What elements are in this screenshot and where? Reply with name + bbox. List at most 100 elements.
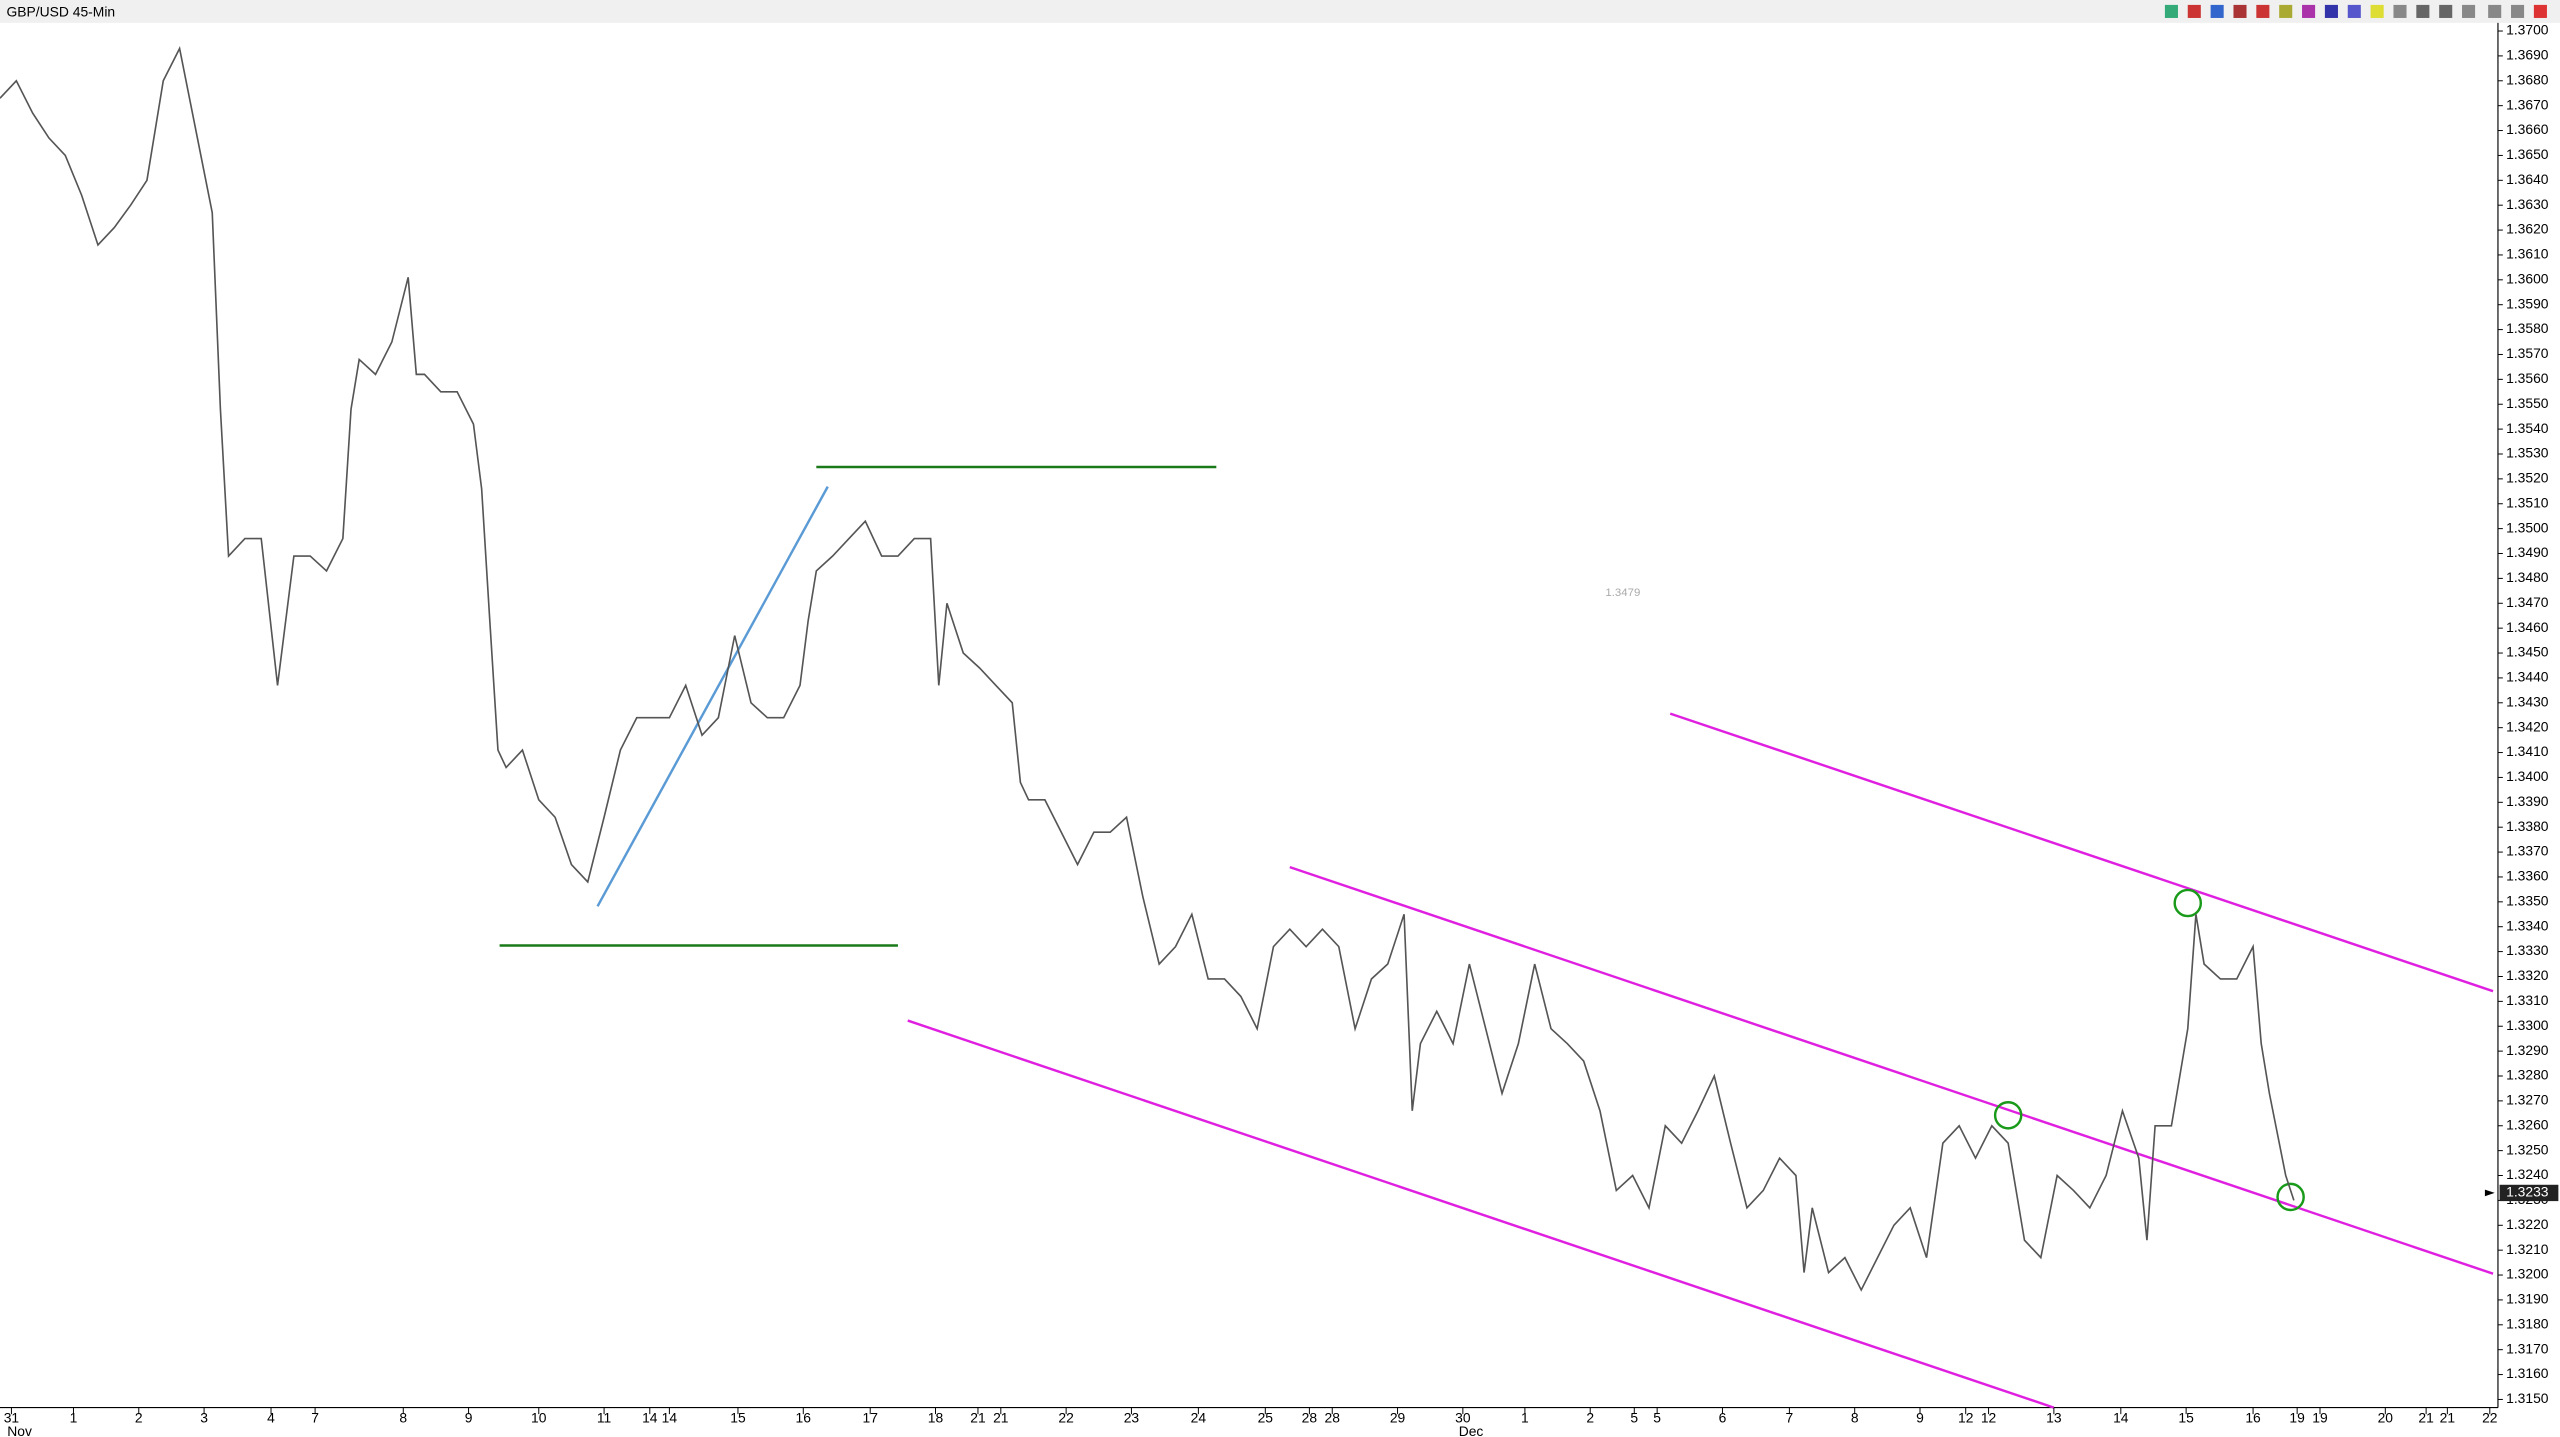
x-tick-label: 2 xyxy=(1586,1410,1594,1426)
drawings xyxy=(499,465,2494,1409)
annotation: 1.3479 xyxy=(1605,587,1640,599)
y-tick-label: 1.3390 xyxy=(2506,793,2549,809)
y-tick-label: 1.3600 xyxy=(2506,270,2549,286)
price-line xyxy=(0,45,2295,1292)
x-tick-label: 31 xyxy=(4,1410,20,1426)
y-tick-label: 1.3570 xyxy=(2506,345,2549,361)
y-tick-label: 1.3240 xyxy=(2506,1166,2549,1182)
y-tick-label: 1.3700 xyxy=(2506,22,2549,38)
x-tick-label: 11 xyxy=(597,1410,612,1426)
x-tick-label: 6 xyxy=(1719,1410,1727,1426)
y-tick-label: 1.3640 xyxy=(2506,171,2549,187)
y-tick-label: 1.3660 xyxy=(2506,121,2549,137)
y-tick-label: 1.3410 xyxy=(2506,743,2549,759)
y-tick-label: 1.3210 xyxy=(2506,1241,2549,1257)
y-tick-label: 1.3500 xyxy=(2506,519,2549,535)
marker-circle xyxy=(2276,1182,2305,1212)
y-tick-label: 1.3470 xyxy=(2506,594,2549,610)
toolbar[interactable] xyxy=(2164,4,2547,18)
x-tick-label: 10 xyxy=(531,1410,547,1426)
x-tick-label: 18 xyxy=(928,1410,944,1426)
y-tick-label: 1.3540 xyxy=(2506,420,2549,436)
x-tick-label: 23 xyxy=(1124,1410,1140,1426)
x-tick-label: 12 xyxy=(1981,1410,1997,1426)
x-tick-label: 15 xyxy=(2178,1410,2194,1426)
x-tick-label: 21 xyxy=(993,1410,1009,1426)
y-tick-label: 1.3340 xyxy=(2506,917,2549,933)
y-tick-label: 1.3310 xyxy=(2506,992,2549,1008)
tool-icon[interactable] xyxy=(2488,4,2502,18)
x-tick-label: 14 xyxy=(662,1410,678,1426)
x-tick-label: 28 xyxy=(1325,1410,1341,1426)
y-tick-label: 1.3460 xyxy=(2506,619,2549,635)
y-tick-label: 1.3370 xyxy=(2506,843,2549,859)
y-tick-label: 1.3300 xyxy=(2506,1017,2549,1033)
y-tick-label: 1.3590 xyxy=(2506,295,2549,311)
x-tick-label: 8 xyxy=(1851,1410,1859,1426)
y-tick-label: 1.3580 xyxy=(2506,320,2549,336)
last-price-label: 1.3233 xyxy=(2506,1184,2549,1200)
y-tick-label: 1.3630 xyxy=(2506,196,2549,212)
tool-icon[interactable] xyxy=(2393,4,2407,18)
x-tick-label: 1 xyxy=(1521,1410,1529,1426)
y-tick-label: 1.3190 xyxy=(2506,1291,2549,1307)
y-tick-label: 1.3320 xyxy=(2506,967,2549,983)
y-tick-label: 1.3250 xyxy=(2506,1141,2549,1157)
y-tick-label: 1.3330 xyxy=(2506,942,2549,958)
y-tick-label: 1.3610 xyxy=(2506,246,2549,262)
x-tick-label: 7 xyxy=(1786,1410,1794,1426)
title-bar xyxy=(0,0,2560,23)
x-tick-label: 20 xyxy=(2378,1410,2394,1426)
y-tick-label: 1.3680 xyxy=(2506,71,2549,87)
x-tick-label: 28 xyxy=(1302,1410,1318,1426)
tool-icon[interactable] xyxy=(2187,4,2201,18)
y-tick-label: 1.3690 xyxy=(2506,47,2549,63)
y-tick-label: 1.3530 xyxy=(2506,445,2549,461)
y-tick-label: 1.3170 xyxy=(2506,1340,2549,1356)
y-tick-label: 1.3220 xyxy=(2506,1216,2549,1232)
trend-line xyxy=(596,486,829,907)
x-tick-label: 1 xyxy=(70,1410,78,1426)
x-tick-label: 2 xyxy=(135,1410,143,1426)
x-tick-label: 4 xyxy=(267,1410,275,1426)
y-tick-label: 1.3550 xyxy=(2506,395,2549,411)
tool-icon[interactable] xyxy=(2370,4,2384,18)
month-label: Nov xyxy=(7,1423,32,1437)
y-tick-label: 1.3180 xyxy=(2506,1315,2549,1331)
y-tick-label: 1.3200 xyxy=(2506,1266,2549,1282)
tool-icon[interactable] xyxy=(2210,4,2224,18)
y-tick-label: 1.3520 xyxy=(2506,470,2549,486)
y-tick-label: 1.3150 xyxy=(2506,1390,2549,1406)
y-tick-label: 1.3290 xyxy=(2506,1042,2549,1058)
tool-icon[interactable] xyxy=(2347,4,2361,18)
y-tick-label: 1.3670 xyxy=(2506,96,2549,112)
y-tick-label: 1.3620 xyxy=(2506,221,2549,237)
tool-icon[interactable] xyxy=(2256,4,2270,18)
x-tick-label: 29 xyxy=(1390,1410,1406,1426)
tool-icon[interactable] xyxy=(2324,4,2338,18)
channel-line xyxy=(1289,865,2494,1275)
tool-icon[interactable] xyxy=(2533,4,2547,18)
x-tick-label: 9 xyxy=(465,1410,473,1426)
y-tick-label: 1.3260 xyxy=(2506,1116,2549,1132)
y-tick-label: 1.3450 xyxy=(2506,644,2549,660)
x-tick-label: 14 xyxy=(2113,1410,2129,1426)
tool-icon[interactable] xyxy=(2416,4,2430,18)
x-tick-label: 5 xyxy=(1653,1410,1661,1426)
x-tick-label: 21 xyxy=(2440,1410,2456,1426)
tool-icon[interactable] xyxy=(2279,4,2293,18)
x-tick-label: 21 xyxy=(2418,1410,2434,1426)
x-tick-label: 16 xyxy=(2245,1410,2261,1426)
tool-icon[interactable] xyxy=(2302,4,2316,18)
tool-icon[interactable] xyxy=(2511,4,2525,18)
tool-icon[interactable] xyxy=(2164,4,2178,18)
tool-icon[interactable] xyxy=(2462,4,2476,18)
y-tick-label: 1.3490 xyxy=(2506,544,2549,560)
x-tick-label: 22 xyxy=(2482,1410,2498,1426)
marker-circle xyxy=(1993,1101,2023,1130)
y-tick-label: 1.3380 xyxy=(2506,818,2549,834)
tool-icon[interactable] xyxy=(2233,4,2247,18)
tool-icon[interactable] xyxy=(2439,4,2453,18)
